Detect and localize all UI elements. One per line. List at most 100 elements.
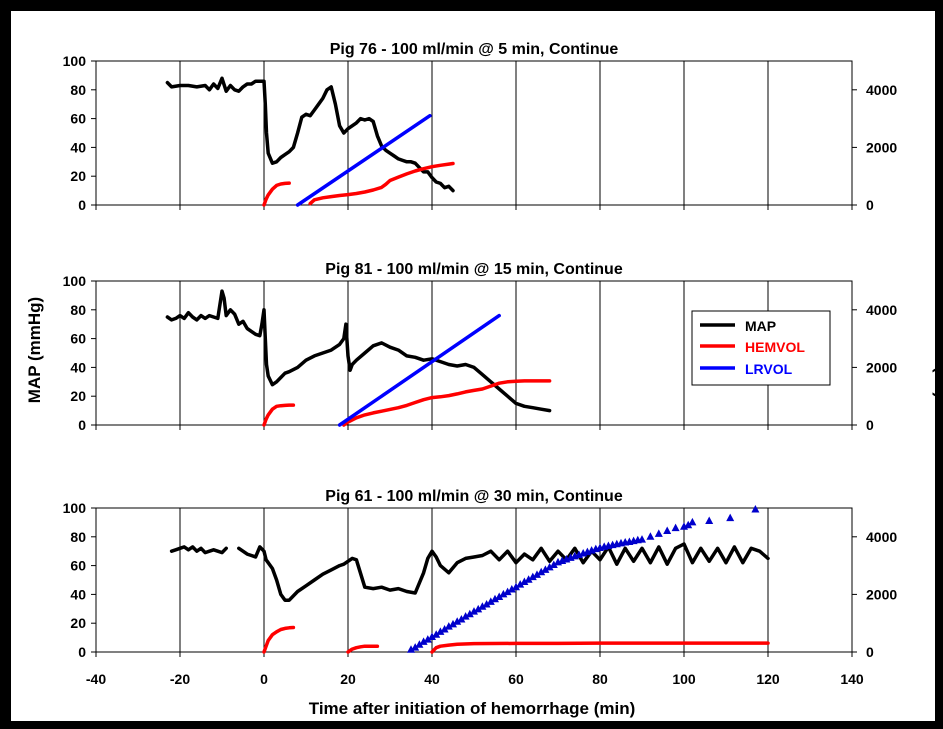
legend-label-lrvol: LRVOL [745, 361, 793, 377]
right-tick-label: 0 [866, 417, 874, 433]
lrvol-point [428, 632, 436, 641]
lrvol-point [499, 589, 508, 598]
x-tick-label: 80 [592, 671, 608, 687]
right-tick-label: 2000 [866, 586, 897, 602]
series-hemvol-line [308, 161, 455, 206]
lrvol-point [415, 640, 424, 648]
legend-label-hemvol: HEMVOL [745, 339, 805, 355]
series-map-line [169, 545, 228, 555]
y-axis-label-right: Volume (ml) [932, 302, 943, 398]
series-hemvol-line [262, 625, 296, 654]
lrvol-point [436, 627, 445, 635]
lrvol-point [444, 622, 453, 630]
lrvol-point [524, 575, 533, 583]
right-tick-label: 4000 [866, 529, 897, 545]
lrvol-point [419, 637, 428, 645]
lrvol-point [482, 599, 491, 608]
lrvol-point [646, 532, 655, 540]
lrvol-point [474, 604, 483, 613]
chart-panel-3: 0 20 40 60 80 100 0 2000 4000 Pig 61 - 100 ml/min… [63, 488, 898, 660]
plot-area [95, 507, 853, 653]
series-lrvol-markers [407, 504, 760, 653]
right-tick-label: 0 [866, 197, 874, 213]
lrvol-point [638, 535, 646, 543]
x-tick-label: 40 [424, 671, 440, 687]
lrvol-point [486, 597, 495, 605]
series-lrvol-line [337, 313, 501, 427]
chart-panel-2: 0 20 40 60 80 100 0 2000 4000 Pig 81 - 100 ml/min… [63, 261, 898, 433]
left-tick-label: 0 [78, 197, 86, 213]
y-axis-label-left: MAP (mmHg) [25, 297, 44, 403]
x-tick-label: 120 [756, 671, 780, 687]
x-tick-label: -20 [170, 671, 190, 687]
x-tick-label: 60 [508, 671, 524, 687]
chart-panel-1: 0 20 40 60 80 100 0 2000 4000 Pig 76 - 100 ml/min… [63, 41, 898, 213]
left-tick-label: 20 [70, 168, 86, 184]
series-hemvol-line [262, 403, 296, 427]
right-tick-label: 2000 [866, 139, 897, 155]
series-map-line [165, 289, 552, 413]
lrvol-point [411, 643, 420, 651]
right-tick-label: 4000 [866, 302, 897, 318]
x-tick-labels: -40 -20 0 20 40 60 80 100 120 140 [86, 671, 864, 687]
lrvol-point [457, 614, 466, 623]
right-tick-label: 0 [866, 644, 874, 660]
left-tick-label: 80 [70, 302, 86, 318]
right-tick-label: 4000 [866, 82, 897, 98]
x-tick-label: 0 [260, 671, 268, 687]
series-map-line [237, 542, 770, 602]
left-tick-label: 100 [63, 273, 87, 289]
lrvol-point [440, 625, 449, 633]
lrvol-point [549, 560, 558, 569]
left-tick-label: 100 [63, 53, 87, 69]
series-lrvol-line [295, 113, 432, 207]
lrvol-point [449, 619, 457, 628]
x-tick-label: 20 [340, 671, 356, 687]
lrvol-point [461, 612, 470, 620]
legend: MAP HEMVOL LRVOL [691, 310, 831, 386]
lrvol-point [478, 602, 487, 610]
left-tick-label: 60 [70, 331, 86, 347]
series-hemvol-line [342, 379, 552, 427]
plot-area [95, 280, 853, 426]
lrvol-point [545, 562, 554, 571]
lrvol-point [465, 609, 474, 618]
lrvol-point [537, 567, 546, 576]
x-tick-label: 140 [840, 671, 864, 687]
lrvol-point [516, 580, 525, 588]
x-tick-label: 100 [672, 671, 696, 687]
plot-area [95, 60, 853, 206]
lrvol-point [654, 529, 663, 537]
lrvol-point [671, 523, 680, 532]
right-tick-label: 2000 [866, 359, 897, 375]
x-axis-label: Time after initiation of hemorrhage (min… [309, 699, 636, 718]
lrvol-point [726, 513, 735, 522]
lrvol-point [495, 592, 504, 600]
lrvol-point [533, 570, 541, 578]
lrvol-point [470, 607, 478, 615]
series-map-line [165, 76, 455, 193]
lrvol-point [407, 645, 415, 653]
lrvol-point [520, 577, 529, 586]
lrvol-point [684, 520, 693, 529]
left-tick-label: 40 [70, 139, 86, 155]
left-tick-label: 0 [78, 417, 86, 433]
left-tick-label: 0 [78, 644, 86, 660]
series-hemvol-line [262, 181, 291, 207]
left-tick-label: 60 [70, 111, 86, 127]
series-hemvol-line [346, 644, 380, 654]
lrvol-point [688, 517, 697, 526]
lrvol-point [512, 582, 520, 591]
lrvol-point [705, 516, 714, 524]
lrvol-point [528, 572, 537, 581]
lrvol-point [432, 630, 441, 638]
left-tick-label: 80 [70, 529, 86, 545]
left-tick-label: 20 [70, 615, 86, 631]
lrvol-point [503, 587, 512, 596]
left-tick-label: 40 [70, 359, 86, 375]
lrvol-point [541, 565, 550, 573]
lrvol-point [453, 617, 462, 625]
lrvol-point [663, 526, 672, 535]
